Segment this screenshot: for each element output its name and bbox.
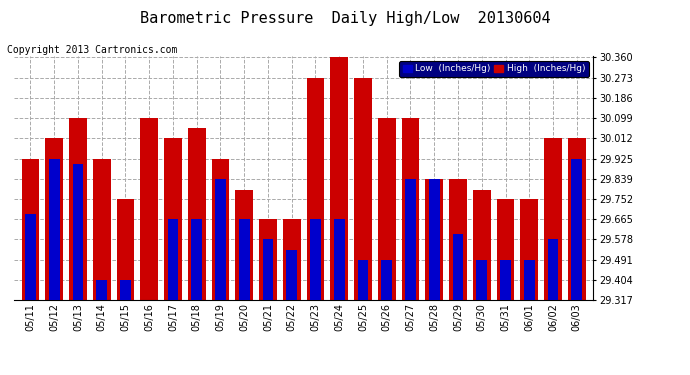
Bar (402, 118, 420, 300)
Bar (25, 214, 36, 300)
Bar (520, 199, 538, 300)
Bar (46, 138, 63, 300)
Bar (188, 128, 206, 300)
Bar (429, 178, 440, 300)
Bar (212, 159, 229, 300)
Bar (168, 219, 178, 300)
Bar (21, 159, 39, 300)
Bar (334, 219, 344, 300)
Bar (449, 178, 467, 300)
Bar (69, 118, 87, 300)
Bar (568, 138, 586, 300)
Bar (140, 118, 158, 300)
Bar (476, 260, 487, 300)
Bar (117, 199, 135, 300)
Bar (97, 280, 107, 300)
Bar (331, 57, 348, 300)
Bar (120, 280, 131, 300)
Bar (378, 118, 395, 300)
Bar (524, 260, 535, 300)
Legend: Low  (Inches/Hg), High  (Inches/Hg): Low (Inches/Hg), High (Inches/Hg) (399, 61, 589, 77)
Bar (382, 260, 392, 300)
Bar (49, 159, 59, 300)
Text: Barometric Pressure  Daily High/Low  20130604: Barometric Pressure Daily High/Low 20130… (139, 11, 551, 26)
Bar (283, 219, 301, 300)
Bar (235, 190, 253, 300)
Bar (544, 138, 562, 300)
Bar (497, 199, 515, 300)
Bar (215, 178, 226, 300)
Bar (357, 260, 368, 300)
Bar (453, 234, 464, 300)
Bar (191, 219, 202, 300)
Bar (500, 260, 511, 300)
Bar (259, 219, 277, 300)
Bar (263, 239, 273, 300)
Text: Copyright 2013 Cartronics.com: Copyright 2013 Cartronics.com (7, 45, 177, 55)
Bar (473, 190, 491, 300)
Bar (286, 251, 297, 300)
Bar (239, 219, 250, 300)
Bar (548, 239, 558, 300)
Bar (72, 164, 83, 300)
Bar (425, 178, 443, 300)
Bar (306, 78, 324, 300)
Bar (571, 159, 582, 300)
Bar (354, 78, 372, 300)
Bar (164, 138, 182, 300)
Bar (310, 219, 321, 300)
Bar (405, 178, 416, 300)
Bar (92, 159, 110, 300)
